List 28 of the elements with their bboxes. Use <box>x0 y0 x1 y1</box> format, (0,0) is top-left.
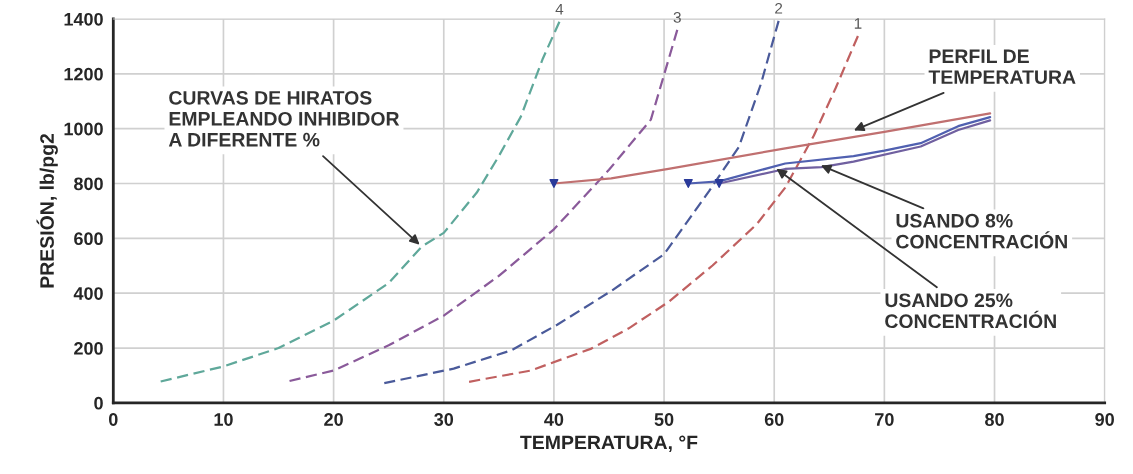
annotation: USANDO 25% CONCENTRACIÓN <box>885 293 1056 329</box>
annotation: CURVAS DE HIRATOS EMPLEANDO INHIBIDOR A DIFERENTE % <box>168 90 400 147</box>
y-tick-label: 1200 <box>64 67 103 81</box>
y-tick-label: 800 <box>74 177 103 191</box>
x-tick-label: 0 <box>108 413 118 426</box>
y-tick-label: 0 <box>94 396 103 410</box>
series-label: 3 <box>673 11 681 23</box>
x-tick-label: 80 <box>985 413 1004 426</box>
annotation: USANDO 8% CONCENTRACIÓN <box>896 213 1067 249</box>
x-tick-label: 10 <box>214 413 233 426</box>
x-tick-label: 60 <box>764 413 784 426</box>
x-tick-label: 50 <box>654 413 674 426</box>
annotation: PERFIL DE TEMPERATURA <box>928 49 1076 85</box>
y-tick-label: 200 <box>74 341 103 355</box>
x-tick-label: 90 <box>1095 413 1114 426</box>
x-tick-label: 40 <box>544 413 564 426</box>
y-axis-title: PRESIÓN, lb/pg2 <box>36 133 58 288</box>
y-tick-label: 600 <box>74 232 103 246</box>
series-label: 2 <box>775 2 783 14</box>
series-label: 1 <box>854 18 862 29</box>
x-axis-title: TEMPERATURA, °F <box>520 435 698 453</box>
x-tick-label: 70 <box>875 413 894 426</box>
x-tick-label: 20 <box>324 413 343 426</box>
series-label: 4 <box>555 3 564 15</box>
y-tick-label: 1000 <box>64 122 103 136</box>
y-tick-label: 400 <box>73 287 103 300</box>
y-tick-label: 1400 <box>64 12 103 26</box>
x-tick-label: 30 <box>434 413 454 426</box>
